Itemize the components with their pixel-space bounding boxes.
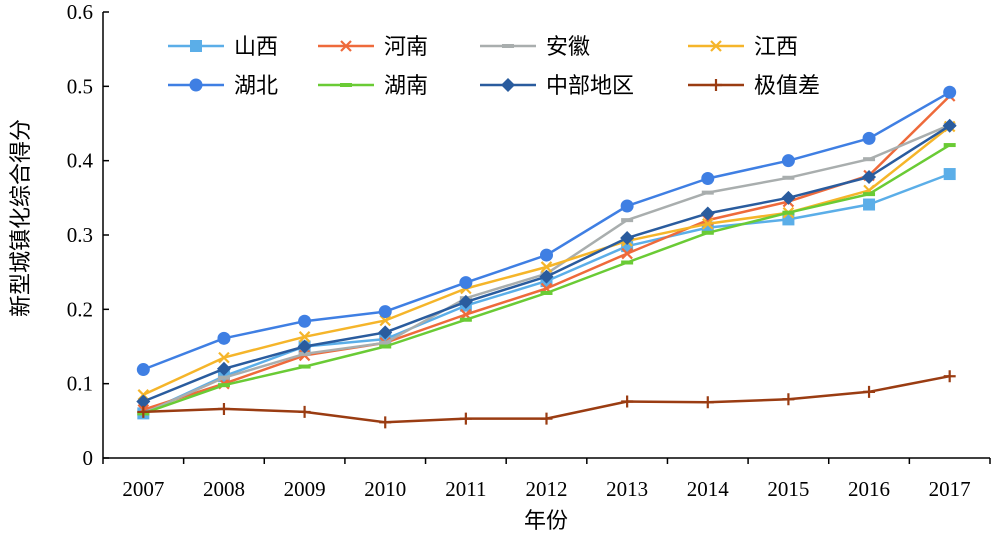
- data-point: [378, 325, 393, 340]
- data-point: [621, 247, 633, 260]
- data-point: [782, 213, 795, 226]
- x-tick-label: 2014: [687, 477, 730, 501]
- axes: 0 0.1 0.2 0.3 0.4 0.5 0.6 2007 2008 2009 2010 2011 2…: [67, 0, 991, 501]
- data-point: [863, 198, 876, 211]
- x-tick-label: 2012: [526, 477, 568, 501]
- data-point: [863, 385, 876, 398]
- series-8: [137, 370, 956, 429]
- x-tick-label: 2013: [606, 477, 648, 501]
- data-point: [621, 395, 634, 408]
- series-line: [142, 91, 951, 371]
- data-point: [298, 405, 311, 418]
- x-tick-label: 2017: [929, 477, 971, 501]
- legend-label: 湖南: [384, 74, 428, 99]
- data-point: [217, 402, 230, 415]
- x-tick-label: 2016: [848, 477, 890, 501]
- data-point: [459, 276, 473, 290]
- legend-label: 湖北: [234, 74, 278, 99]
- data-point: [943, 168, 956, 181]
- y-tick-label: 0.5: [67, 74, 93, 98]
- legend-item: 湖南: [318, 74, 428, 99]
- x-tick-label: 2008: [203, 477, 245, 501]
- data-point: [458, 294, 473, 309]
- data-point: [862, 170, 877, 185]
- data-point: [701, 218, 714, 230]
- y-tick-label: 0.4: [67, 149, 94, 173]
- data-point: [540, 261, 553, 273]
- legend-label: 江西: [754, 35, 798, 60]
- legend-swatch-marker: [501, 78, 515, 92]
- y-axis-title: 新型城镇化综合得分: [9, 119, 34, 317]
- data-point: [701, 396, 714, 409]
- data-point: [136, 363, 150, 377]
- legend-item: 山西: [168, 35, 278, 60]
- data-point: [943, 85, 957, 99]
- legend-label: 山西: [234, 35, 278, 60]
- data-point: [298, 331, 311, 343]
- legend-swatch-marker: [340, 40, 352, 52]
- legend-item: 安徽: [480, 35, 590, 60]
- legend-swatch-marker: [190, 40, 202, 52]
- series-5: [136, 85, 957, 377]
- data-point: [378, 305, 392, 319]
- legend-label: 中部地区: [546, 74, 634, 99]
- series-layer: [136, 85, 957, 429]
- data-point: [862, 131, 876, 145]
- legend-swatch-marker: [710, 40, 722, 52]
- data-point: [217, 331, 231, 345]
- legend-item: 江西: [688, 35, 798, 60]
- y-tick-label: 0.6: [67, 0, 93, 24]
- data-point: [620, 199, 634, 213]
- data-point: [782, 393, 795, 406]
- legend-swatch-marker: [189, 78, 203, 92]
- data-point: [379, 314, 392, 327]
- legend-label: 安徽: [546, 35, 590, 60]
- x-tick-label: 2015: [767, 477, 809, 501]
- data-point: [540, 248, 553, 262]
- data-point: [216, 361, 231, 376]
- data-point: [379, 416, 392, 429]
- data-point: [298, 314, 312, 328]
- x-tick-label: 2011: [445, 477, 486, 501]
- data-point: [540, 412, 553, 425]
- legend-item: 中部地区: [480, 74, 634, 99]
- data-point: [781, 154, 795, 168]
- legend-label: 河南: [384, 35, 428, 60]
- data-point: [620, 230, 635, 245]
- series-6: [137, 143, 956, 416]
- data-point: [700, 206, 715, 221]
- data-point: [137, 405, 150, 418]
- y-tick-label: 0.1: [67, 372, 93, 396]
- legend-item: 极值差: [688, 74, 820, 99]
- y-tick-label: 0: [83, 446, 94, 470]
- x-tick-label: 2007: [122, 477, 164, 501]
- data-point: [701, 172, 715, 186]
- legend-swatch-marker: [710, 79, 722, 91]
- legend-label: 极值差: [754, 74, 820, 99]
- y-tick-label: 0.3: [67, 223, 93, 247]
- data-point: [942, 118, 957, 133]
- data-point: [297, 339, 312, 354]
- data-point: [539, 269, 554, 284]
- y-tick-label: 0.2: [67, 297, 93, 321]
- data-point: [943, 370, 956, 383]
- series-7: [136, 118, 957, 409]
- x-axis-title: 年份: [524, 509, 568, 534]
- data-point: [459, 412, 472, 425]
- data-point: [218, 351, 230, 364]
- legend-item: 湖北: [168, 74, 278, 99]
- data-point: [781, 190, 796, 205]
- legend-item: 河南: [318, 35, 428, 60]
- data-point: [136, 394, 151, 409]
- x-tick-label: 2009: [284, 477, 326, 501]
- x-tick-label: 2010: [364, 477, 406, 501]
